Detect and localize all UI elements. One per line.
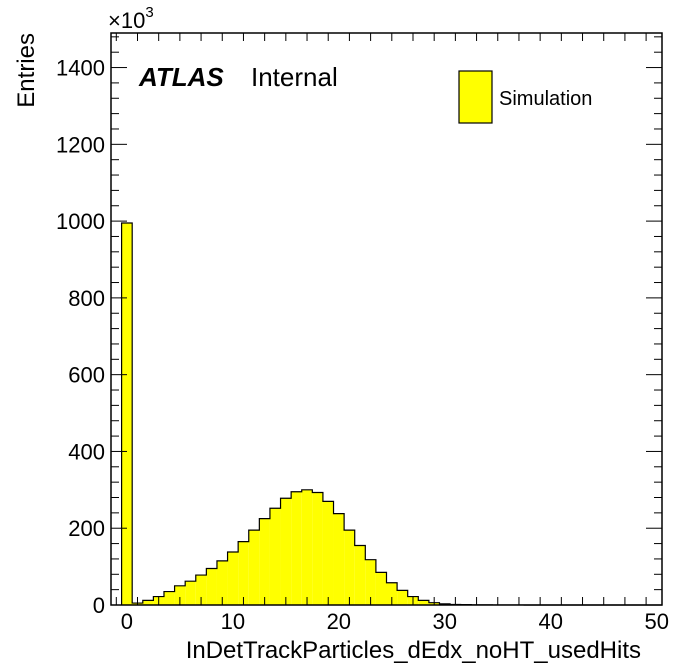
legend-entry-simulation: Simulation [499, 88, 592, 110]
x-tick-label: 10 [221, 609, 245, 634]
histogram-bin [259, 518, 270, 605]
histogram-bin [312, 492, 323, 605]
histogram-outline [120, 222, 662, 606]
histogram-bin [185, 581, 196, 605]
histogram-bin [269, 508, 281, 605]
histogram-bin [344, 530, 355, 605]
internal-label: Internal [251, 62, 338, 92]
histogram-bin [397, 590, 408, 605]
histogram-bin [375, 572, 387, 605]
histogram-bin [195, 575, 207, 605]
histogram-bin [216, 560, 228, 605]
y-tick-label: 200 [68, 516, 105, 541]
plot-frame [110, 32, 663, 606]
y-axis-title: Entries [13, 33, 40, 108]
histogram-bin [280, 498, 292, 605]
histogram-bin [386, 582, 398, 605]
x-axis-title: InDetTrackParticles_dEdx_noHT_usedHits [186, 637, 641, 664]
y-tick-label: 1400 [56, 56, 105, 81]
y-multiplier-label: ×103 [108, 4, 154, 33]
histogram-bin [333, 513, 345, 605]
x-tick-label: 0 [121, 609, 133, 634]
legend-swatch [458, 70, 493, 124]
y-tick-label: 600 [68, 363, 105, 388]
y-tick-label: 1000 [56, 209, 105, 234]
histogram-bin [365, 559, 376, 605]
x-tick-label: 50 [644, 609, 668, 634]
histogram-bin [418, 600, 429, 605]
histogram-bin [227, 552, 239, 605]
histogram-bin [354, 545, 366, 605]
axis-ticks [111, 33, 662, 606]
x-tick-label: 20 [327, 609, 351, 634]
histogram-bars [120, 222, 662, 606]
histogram-bin [142, 600, 154, 605]
histogram-bin [163, 591, 175, 605]
x-tick-label: 40 [538, 609, 562, 634]
y-tick-label: 400 [68, 439, 105, 464]
histogram-bin [206, 568, 217, 605]
histogram-bin [121, 223, 133, 605]
y-multiplier-exponent: 3 [145, 4, 153, 21]
y-tick-label: 1200 [56, 132, 105, 157]
y-tick-label: 800 [68, 286, 105, 311]
x-tick-label: 30 [433, 609, 457, 634]
histogram-bin [291, 491, 302, 605]
atlas-label: ATLAS [138, 62, 224, 92]
histogram-bin [238, 541, 249, 605]
histogram-bin [301, 489, 313, 605]
histogram-bin [322, 501, 334, 605]
histogram-bin [174, 585, 186, 605]
y-tick-label: 0 [93, 593, 105, 618]
axis-tick-labels: 0 10 20 30 40 50 0 200 400 600 800 1000 1200 1400 [56, 56, 669, 634]
histogram-bin [248, 530, 260, 605]
